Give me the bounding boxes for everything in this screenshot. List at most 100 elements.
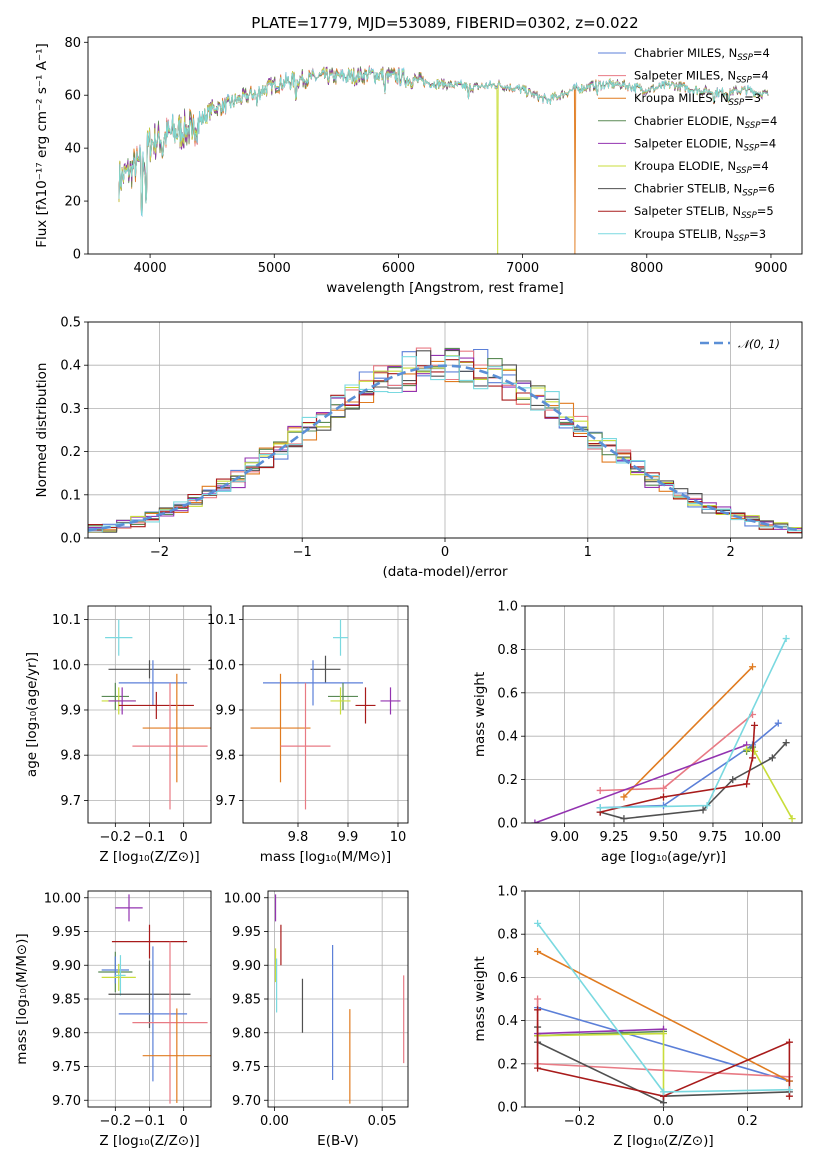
errorbar-salpeter-stelib <box>118 691 194 720</box>
y-tick-label: 9.75 <box>232 1060 261 1075</box>
series-kroupa-elodie <box>743 745 796 823</box>
axes-frame <box>87 36 803 255</box>
x-tick-label: 0.05 <box>368 1114 397 1129</box>
legend: Chabrier MILES, NSSP=4 Salpeter MILES, NS… <box>598 46 777 244</box>
y-tick-label: 9.80 <box>52 1026 81 1041</box>
marker <box>749 754 757 762</box>
marker <box>534 995 542 1003</box>
x-axis-label: age [log₁₀(age/yr)] <box>601 849 726 865</box>
marker <box>785 1092 793 1100</box>
marker <box>774 719 782 727</box>
plot-area <box>98 894 211 1104</box>
x-tick-label: −0.2 <box>564 1114 596 1129</box>
legend-entry: Salpeter STELIB, NSSP=5 <box>634 204 774 221</box>
y-tick-label: 0.0 <box>60 532 81 547</box>
x-tick-label: 6000 <box>382 261 415 276</box>
errorbar-chabrier-miles <box>118 946 188 1082</box>
marker <box>751 721 759 729</box>
y-tick-label: 40 <box>64 142 81 157</box>
y-tick-label: 9.75 <box>52 1060 81 1075</box>
y-tick-label: 9.85 <box>52 993 81 1008</box>
y-tick-label: 9.7 <box>60 794 81 809</box>
errorbar-kroupa-miles <box>250 673 311 783</box>
y-tick-label: 10.0 <box>52 658 81 673</box>
y-tick-label: 60 <box>64 89 81 104</box>
legend-entry: 𝒩(0, 1) <box>738 337 780 351</box>
chart-spectrum: 4000 5000 6000 7000 8000 9000 0 20 40 60 80 wavelen… <box>34 14 803 296</box>
x-tick-label: −0.1 <box>134 1114 166 1129</box>
axes-frame <box>242 605 409 824</box>
y-axis-label: Flux [fλ10⁻¹⁷ erg cm⁻² s⁻¹ A⁻¹] <box>34 43 50 248</box>
series-kroupa-stelib <box>534 919 793 1096</box>
plot-area <box>101 619 211 810</box>
series-salpeter-stelib <box>534 1006 793 1100</box>
x-tick-label: 9.8 <box>288 830 309 845</box>
chart-weight-vs-Z: −0.2 0.0 0.2 0.0 0.2 0.4 0.6 0.8 1.0 Z [log₁₀(Z/Z… <box>472 885 803 1149</box>
grid-lines <box>88 606 211 823</box>
y-tick-label: 80 <box>64 36 81 51</box>
x-tick-label: −0.1 <box>134 830 166 845</box>
errorbar-salpeter-stelib <box>355 687 376 724</box>
marker <box>620 815 628 823</box>
y-tick-label: 0.8 <box>497 928 518 943</box>
errorbar-salpeter-miles <box>132 941 208 1104</box>
marker <box>660 793 667 801</box>
y-tick-label: 10.00 <box>224 891 261 906</box>
errorbar-salpeter-miles <box>280 682 331 810</box>
errorbar-chabrier-miles <box>101 956 129 984</box>
x-tick-label: 9000 <box>754 261 787 276</box>
marker <box>660 1099 667 1107</box>
y-tick-label: 9.70 <box>52 1094 81 1109</box>
errorbar-chabrier-stelib <box>108 660 191 679</box>
y-tick-label: 9.90 <box>52 959 81 974</box>
marker <box>534 1006 542 1014</box>
chart-residuals: −2 −1 0 1 2 0.0 0.1 0.2 0.3 0.4 0.5 (data-model)/er… <box>34 316 803 580</box>
x-tick-label: 0 <box>180 830 188 845</box>
y-tick-label: 9.9 <box>215 703 236 718</box>
y-tick-label: 10.0 <box>207 658 236 673</box>
y-axis-label: age [log₁₀(age/yr)] <box>24 652 40 777</box>
x-tick-label: 0.0 <box>653 1114 674 1129</box>
y-tick-label: 0.1 <box>60 488 81 503</box>
plot-area <box>250 619 401 810</box>
errorbar-chabrier-elodie <box>101 682 129 710</box>
x-axis-label: mass [log₁₀(M/M⊙)] <box>260 849 391 865</box>
marker <box>531 819 539 823</box>
y-tick-label: 20 <box>64 195 81 210</box>
x-axis-label: Z [log₁₀(Z/Z⊙)] <box>613 1133 713 1149</box>
x-axis-label: wavelength [Angstrom, rest frame] <box>326 280 564 296</box>
errorbar-kroupa-miles <box>142 673 211 783</box>
grid-lines <box>243 606 408 823</box>
chart-title: PLATE=1779, MJD=53089, FIBERID=0302, z=0… <box>251 14 638 32</box>
y-tick-label: 9.85 <box>232 993 261 1008</box>
plot-area <box>534 919 793 1107</box>
y-tick-label: 0.0 <box>497 1101 518 1116</box>
marker <box>620 793 628 801</box>
marker <box>729 776 737 784</box>
y-tick-label: 9.9 <box>60 703 81 718</box>
legend-entry: Kroupa MILES, NSSP=3 <box>634 91 761 108</box>
y-tick-label: 0.2 <box>497 773 518 788</box>
y-tick-label: 0.4 <box>497 730 518 745</box>
plot-area <box>88 347 802 535</box>
errorbar-kroupa-elodie <box>101 963 136 991</box>
y-tick-label: 9.80 <box>232 1026 261 1041</box>
x-tick-label: 0.00 <box>260 1114 289 1129</box>
y-tick-label: 9.90 <box>232 959 261 974</box>
plot-area <box>118 65 769 254</box>
x-axis-label: Z [log₁₀(Z/Z⊙)] <box>99 1133 199 1149</box>
x-tick-label: 9.00 <box>550 830 579 845</box>
y-tick-label: 1.0 <box>497 885 518 900</box>
x-tick-label: 0.2 <box>737 1114 758 1129</box>
y-axis-label: Normed distribution <box>34 363 50 498</box>
x-tick-label: 9.9 <box>338 830 359 845</box>
x-tick-label: −2 <box>150 545 169 560</box>
marker <box>768 754 776 762</box>
legend-entry: Kroupa STELIB, NSSP=3 <box>634 227 766 244</box>
marker <box>782 739 790 747</box>
errorbar-salpeter-elodie <box>380 687 401 715</box>
x-tick-label: −0.2 <box>100 1114 132 1129</box>
marker <box>782 635 790 643</box>
chart-weight-vs-age: 9.00 9.25 9.50 9.75 10.00 0.0 0.2 0.4 0.6 0.8 1.0 a… <box>472 600 803 865</box>
